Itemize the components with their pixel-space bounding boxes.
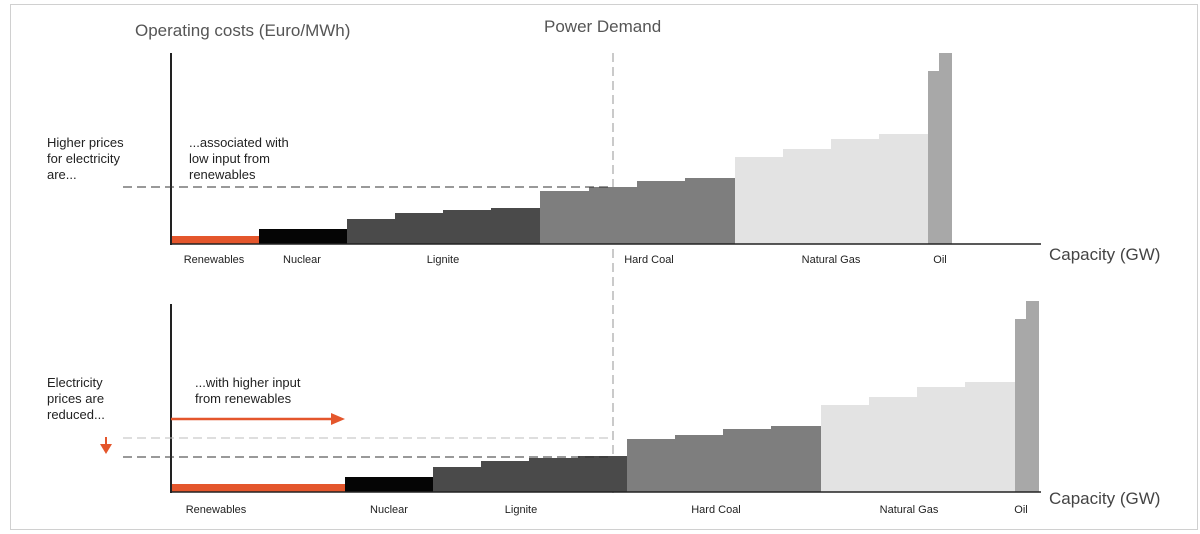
bottom-label-lignite: Lignite: [505, 504, 537, 516]
right-arrow-icon: [331, 413, 345, 425]
bottom-capacity-label: Capacity (GW): [1049, 489, 1160, 508]
bottom-hard-coal-bars: [627, 426, 821, 492]
bottom-lignite-bars: [433, 456, 627, 492]
figure-frame: Operating costs (Euro/MWh) Power Demand …: [10, 4, 1198, 530]
bottom-natural-gas-bars: [821, 382, 1015, 492]
bottom-label-nuclear: Nuclear: [370, 504, 408, 516]
top-annotation: ...associated with low input from renewa…: [189, 135, 292, 182]
top-label-nuclear: Nuclear: [283, 254, 321, 266]
top-lignite-bars: [347, 208, 540, 244]
top-panel: Higher prices for electricity are... ...…: [47, 53, 1160, 266]
top-side-note: Higher prices for electricity are...: [47, 135, 127, 182]
bottom-panel: Electricity prices are reduced... ...wit…: [47, 301, 1160, 516]
top-renewables-bar: [171, 236, 259, 244]
bottom-label-renewables: Renewables: [186, 504, 247, 516]
top-label-oil: Oil: [933, 254, 946, 266]
top-capacity-label: Capacity (GW): [1049, 245, 1160, 264]
top-label-natural-gas: Natural Gas: [802, 254, 861, 266]
top-label-lignite: Lignite: [427, 254, 459, 266]
bottom-nuclear-bar: [345, 477, 433, 492]
bottom-annotation: ...with higher input from renewables: [195, 375, 304, 406]
power-demand-title: Power Demand: [544, 17, 661, 36]
top-natural-gas-bars: [735, 134, 928, 244]
bottom-oil-bars: [1015, 301, 1039, 492]
y-axis-title: Operating costs (Euro/MWh): [135, 21, 350, 40]
merit-order-diagram: Operating costs (Euro/MWh) Power Demand …: [47, 17, 1160, 516]
bottom-label-natural-gas: Natural Gas: [880, 504, 939, 516]
bottom-renewables-bar: [171, 484, 345, 492]
bottom-label-hard-coal: Hard Coal: [691, 504, 741, 516]
top-label-renewables: Renewables: [184, 254, 245, 266]
top-oil-bars: [928, 53, 952, 244]
top-hard-coal-bars: [540, 178, 735, 244]
down-arrow-icon: [100, 444, 112, 454]
top-nuclear-bar: [259, 229, 347, 244]
bottom-side-note: Electricity prices are reduced...: [47, 375, 108, 422]
top-label-hard-coal: Hard Coal: [624, 254, 674, 266]
bottom-label-oil: Oil: [1014, 504, 1027, 516]
